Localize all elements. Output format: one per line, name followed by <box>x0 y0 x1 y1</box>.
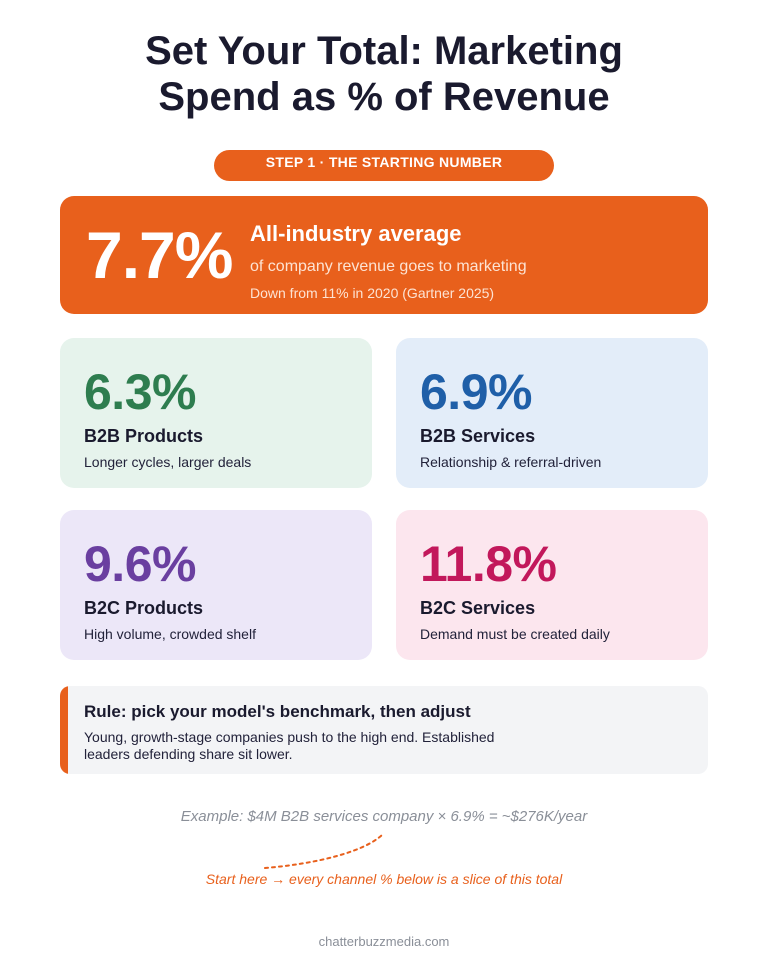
example-calculation: Example: $4M B2B services company × 6.9%… <box>180 808 588 825</box>
step-badge: STEP 1 · THE STARTING NUMBER <box>214 150 554 181</box>
hero-stat-card: 7.7% All-industry average of company rev… <box>60 196 708 314</box>
benchmark-card-b2b-products: 6.3% B2B Products Longer cycles, larger … <box>60 338 372 488</box>
hero-stat-value: 7.7% <box>86 218 233 292</box>
rule-callout: Rule: pick your model's benchmark, then … <box>60 686 708 774</box>
benchmark-card-b2c-products: 9.6% B2C Products High volume, crowded s… <box>60 510 372 660</box>
benchmark-description: Relationship & referral-driven <box>420 454 602 470</box>
benchmark-value: 11.8% <box>420 536 557 592</box>
page-title-line-2: Spend as % of Revenue <box>158 75 610 119</box>
rule-text: Young, growth-stage companies push to th… <box>84 729 495 762</box>
benchmark-card-b2c-services: 11.8% B2C Services Demand must be create… <box>396 510 708 660</box>
benchmark-title: B2C Products <box>84 598 204 618</box>
benchmark-description: High volume, crowded shelf <box>84 626 256 642</box>
hero-stat-heading: All-industry average <box>250 221 462 246</box>
benchmark-description: Longer cycles, larger deals <box>84 454 252 470</box>
footer-brand: chatterbuzzmedia.com <box>318 934 450 949</box>
rule-heading: Rule: pick your model's benchmark, then … <box>84 702 471 721</box>
rule-accent-bar <box>60 686 68 774</box>
dashed-arrow-icon <box>264 833 384 869</box>
benchmark-description: Demand must be created daily <box>420 626 610 642</box>
benchmark-value: 9.6% <box>84 536 196 592</box>
benchmark-title: B2B Services <box>420 426 536 446</box>
page-title: Set Your Total: Marketing Spend as % of … <box>0 28 768 120</box>
hero-stat-note: Down from 11% in 2020 (Gartner 2025) <box>250 285 495 301</box>
benchmark-value: 6.9% <box>420 364 532 420</box>
benchmark-card-b2b-services: 6.9% B2B Services Relationship & referra… <box>396 338 708 488</box>
page-title-line-1: Set Your Total: Marketing <box>145 29 623 73</box>
benchmark-title: B2B Products <box>84 426 204 446</box>
start-here-note: Start here → every channel % below is a … <box>205 871 563 887</box>
benchmark-value: 6.3% <box>84 364 196 420</box>
benchmark-title: B2C Services <box>420 598 536 618</box>
hero-stat-subtext: of company revenue goes to marketing <box>250 258 527 275</box>
